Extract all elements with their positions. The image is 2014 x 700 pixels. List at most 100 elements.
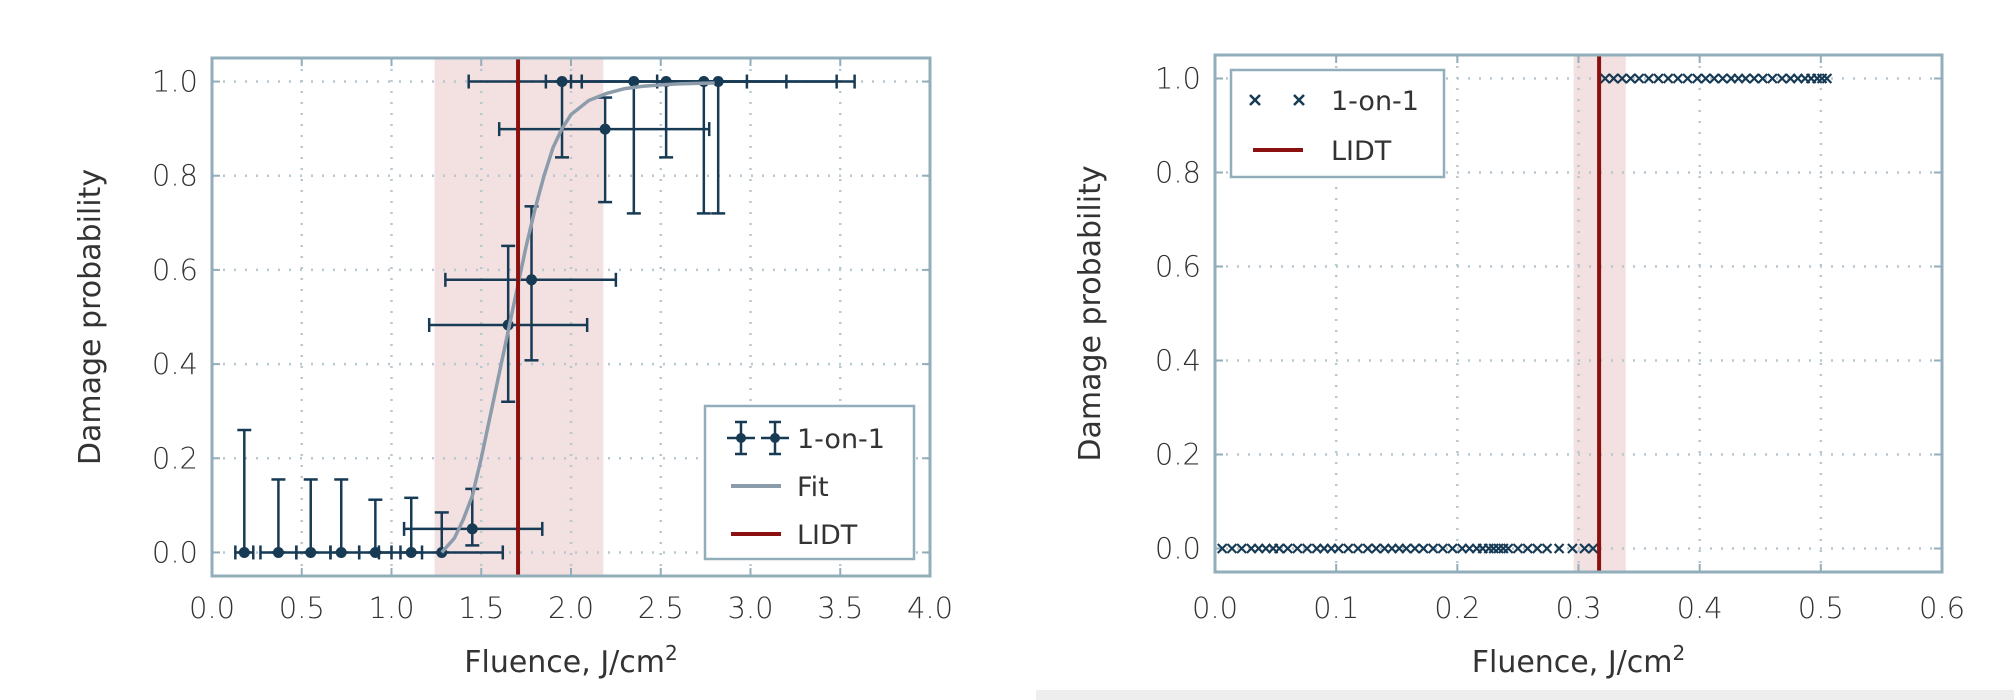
data-point-x-marker xyxy=(1447,543,1458,554)
data-point-x-marker xyxy=(1708,73,1720,84)
x-tick-label: 4.0 xyxy=(907,591,953,625)
data-point xyxy=(466,523,478,535)
data-point-x-marker xyxy=(1282,543,1293,554)
data-point-x-marker xyxy=(1236,543,1247,554)
y-tick-label: 0.0 xyxy=(152,535,198,569)
data-point-x-marker xyxy=(1821,73,1833,84)
data-point-x-marker xyxy=(1567,543,1578,554)
data-point xyxy=(526,274,538,286)
x-axis-label-text: Fluence, J/cm xyxy=(1472,645,1673,680)
data-point-x-marker xyxy=(1418,543,1429,554)
legend-label: Fit xyxy=(797,472,829,503)
data-point-x-marker xyxy=(1292,543,1303,554)
y-axis-label: Damage probability xyxy=(73,169,108,465)
data-point-x-marker xyxy=(1608,73,1619,84)
legend-x-marker-icon xyxy=(1249,94,1261,106)
scroll-strip xyxy=(1036,690,2014,700)
data-point xyxy=(272,546,284,558)
y-tick-label: 0.8 xyxy=(152,159,198,193)
data-point-x-marker xyxy=(1767,73,1778,84)
x-tick-label: 0.0 xyxy=(1192,591,1238,625)
y-tick-label: 0.0 xyxy=(1155,532,1201,566)
data-point xyxy=(238,546,250,558)
y-tick-label: 0.6 xyxy=(1155,250,1201,284)
data-point-x-marker xyxy=(1522,543,1533,554)
x-tick-label: 3.0 xyxy=(727,591,773,625)
data-point-x-marker xyxy=(1691,73,1703,84)
data-point-errorbar xyxy=(295,478,332,560)
data-point-errorbar xyxy=(357,498,393,560)
y-axis-label: Damage probability xyxy=(1073,165,1108,461)
y-tick-label: 0.6 xyxy=(152,253,198,287)
data-point xyxy=(335,546,347,558)
left-chart: 0.0 0.5 1.0 1.5 2.0 2.5 3.0 3.5 4.0 0.0 0.2 0.4 0.6 0… xyxy=(73,56,953,680)
data-point-x-marker xyxy=(1352,543,1364,554)
x-axis-label-superscript: 2 xyxy=(665,641,678,665)
data-point-x-marker xyxy=(1343,543,1354,554)
data-point-x-marker xyxy=(1401,543,1412,554)
legend-box xyxy=(1229,68,1446,179)
data-point-errorbar xyxy=(497,96,711,204)
x-tick-label: 0.5 xyxy=(1798,591,1844,625)
data-point-x-marker xyxy=(1502,543,1514,554)
y-tick-label: 0.2 xyxy=(152,441,198,475)
x-axis-label-text: Fluence, J/cm xyxy=(464,645,665,680)
x-tick-label: 3.5 xyxy=(817,591,863,625)
y-tick-label: 0.4 xyxy=(1155,344,1201,378)
y-tick-label: 1.0 xyxy=(152,65,198,99)
data-point-errorbar xyxy=(655,74,749,159)
x-tick-label: 0.6 xyxy=(1919,591,1965,625)
data-point xyxy=(305,546,317,558)
data-point-x-marker xyxy=(1512,543,1524,554)
data-point-errorbar xyxy=(580,74,856,215)
data-point-x-marker xyxy=(1553,543,1565,554)
data-point-x-marker xyxy=(1216,543,1228,554)
data-point-errorbar xyxy=(569,74,838,215)
legend-point-icon xyxy=(770,433,780,443)
data-point-x-marker xyxy=(1740,73,1751,84)
data-point-x-marker xyxy=(1625,73,1636,84)
data-point-x-marker xyxy=(1682,73,1693,84)
legend-label: LIDT xyxy=(797,520,858,551)
data-point-x-marker xyxy=(1370,543,1382,554)
y-tick-label: 0.8 xyxy=(1155,156,1201,190)
data-point-x-marker xyxy=(1616,73,1628,84)
data-point-errorbar xyxy=(259,478,298,560)
data-point-x-marker xyxy=(1532,543,1543,554)
data-point-x-marker xyxy=(1427,543,1439,554)
data-point-x-marker xyxy=(1541,543,1553,554)
data-point-errorbar xyxy=(444,205,618,362)
data-point-x-marker xyxy=(1672,73,1684,84)
data-point-x-marker xyxy=(1643,73,1655,84)
y-tick-label: 1.0 xyxy=(1155,62,1201,96)
data-point-x-marker xyxy=(1362,543,1373,554)
x-axis-label: Fluence, J/cm2 xyxy=(464,641,678,680)
x-tick-label: 0.4 xyxy=(1677,591,1723,625)
x-axis-label-superscript: 2 xyxy=(1673,641,1686,665)
plot-frame xyxy=(1213,53,1944,574)
legend-point-icon xyxy=(736,433,746,443)
data-point-x-marker xyxy=(1700,73,1711,84)
x-tick-label: 1.0 xyxy=(368,591,414,625)
data-point-x-marker xyxy=(1301,543,1313,554)
data-point-x-marker xyxy=(1437,543,1449,554)
x-tick-label: 0.0 xyxy=(189,591,235,625)
x-tick-label: 0.2 xyxy=(1434,591,1480,625)
data-point-x-marker xyxy=(1333,543,1344,554)
data-point-x-marker xyxy=(1717,73,1728,84)
data-point-x-marker xyxy=(1653,73,1664,84)
data-point-x-marker xyxy=(1633,73,1645,84)
plot-frame xyxy=(210,56,932,578)
right-chart: 0.0 0.1 0.2 0.3 0.4 0.5 0.6 0.0 0.2 0.4 0.6 0.8 1.0 F… xyxy=(1073,53,1965,680)
data-point-x-marker xyxy=(1776,73,1788,84)
data-point-x-marker xyxy=(1226,543,1238,554)
x-tick-label: 0.3 xyxy=(1555,591,1601,625)
legend: 1-on-1 LIDT xyxy=(1229,68,1446,179)
x-tick-label: 2.5 xyxy=(638,591,684,625)
data-point xyxy=(712,76,724,88)
x-tick-label: 0.5 xyxy=(279,591,325,625)
data-point-x-marker xyxy=(1662,73,1674,84)
legend-label: 1-on-1 xyxy=(797,424,885,455)
data-point-x-marker xyxy=(1273,543,1285,554)
